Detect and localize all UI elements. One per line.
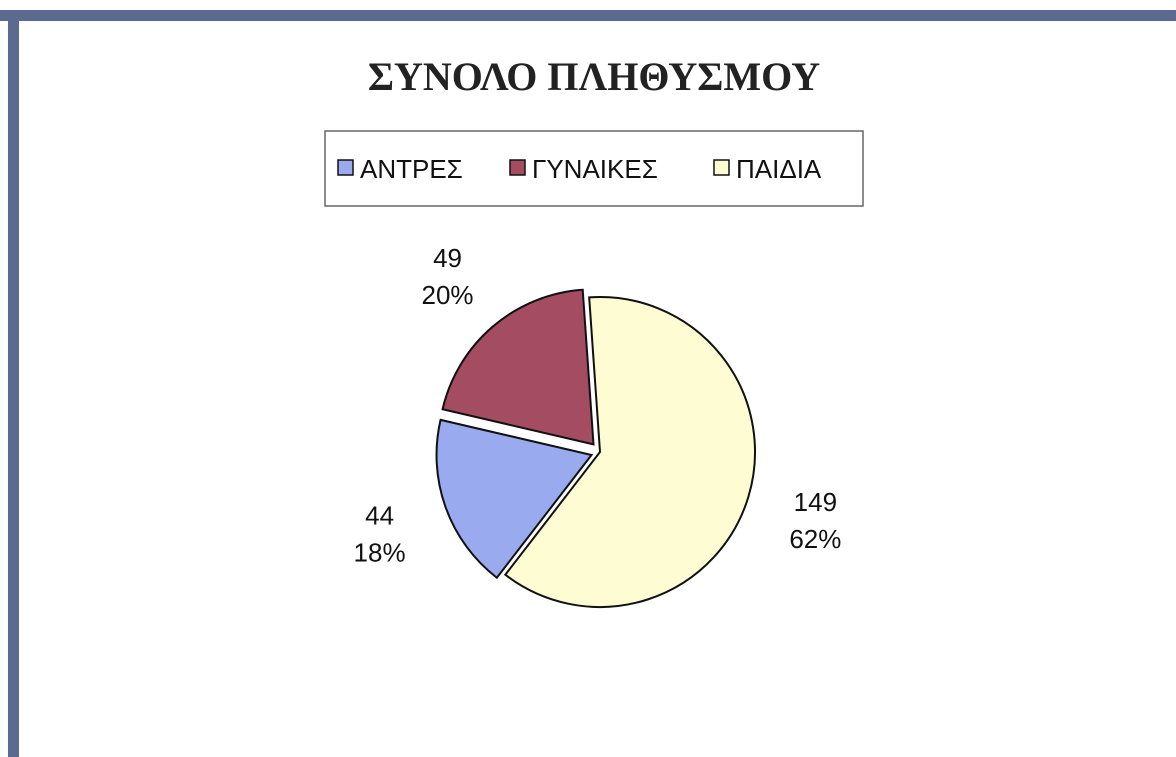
pie-slice-children [503,296,756,608]
percent-label-0: 18% [354,538,406,568]
frame-border-top [0,10,1176,21]
legend-swatch-1 [509,159,526,176]
legend: ΑΝΤΡΕΣ ΓΥΝΑΙΚΕΣ ΠΑΙΔΙΑ [324,130,864,207]
pie-slices [435,288,756,608]
value-label-2: 149 [794,487,837,517]
pie-slice-men [435,418,594,580]
frame-border-left [8,10,19,757]
legend-label-2: ΠΑΙΔΙΑ [736,154,822,184]
legend-swatch-2 [713,159,730,176]
chart-title: ΣΥΝΟΛΟ ΠΛΗΘΥΣΜΟΥ [368,54,820,99]
pie-slice-women [441,288,595,446]
legend-label-0: ΑΝΤΡΕΣ [360,154,463,184]
legend-label-1: ΓΥΝΑΙΚΕΣ [532,154,658,184]
value-label-1: 49 [433,243,462,273]
value-label-0: 44 [365,501,394,531]
percent-label-1: 20% [422,280,474,310]
data-labels: 149 62% 44 18% 49 20% [354,243,842,567]
legend-box [324,130,864,207]
percent-label-2: 62% [789,524,841,554]
legend-swatch-0 [337,159,354,176]
